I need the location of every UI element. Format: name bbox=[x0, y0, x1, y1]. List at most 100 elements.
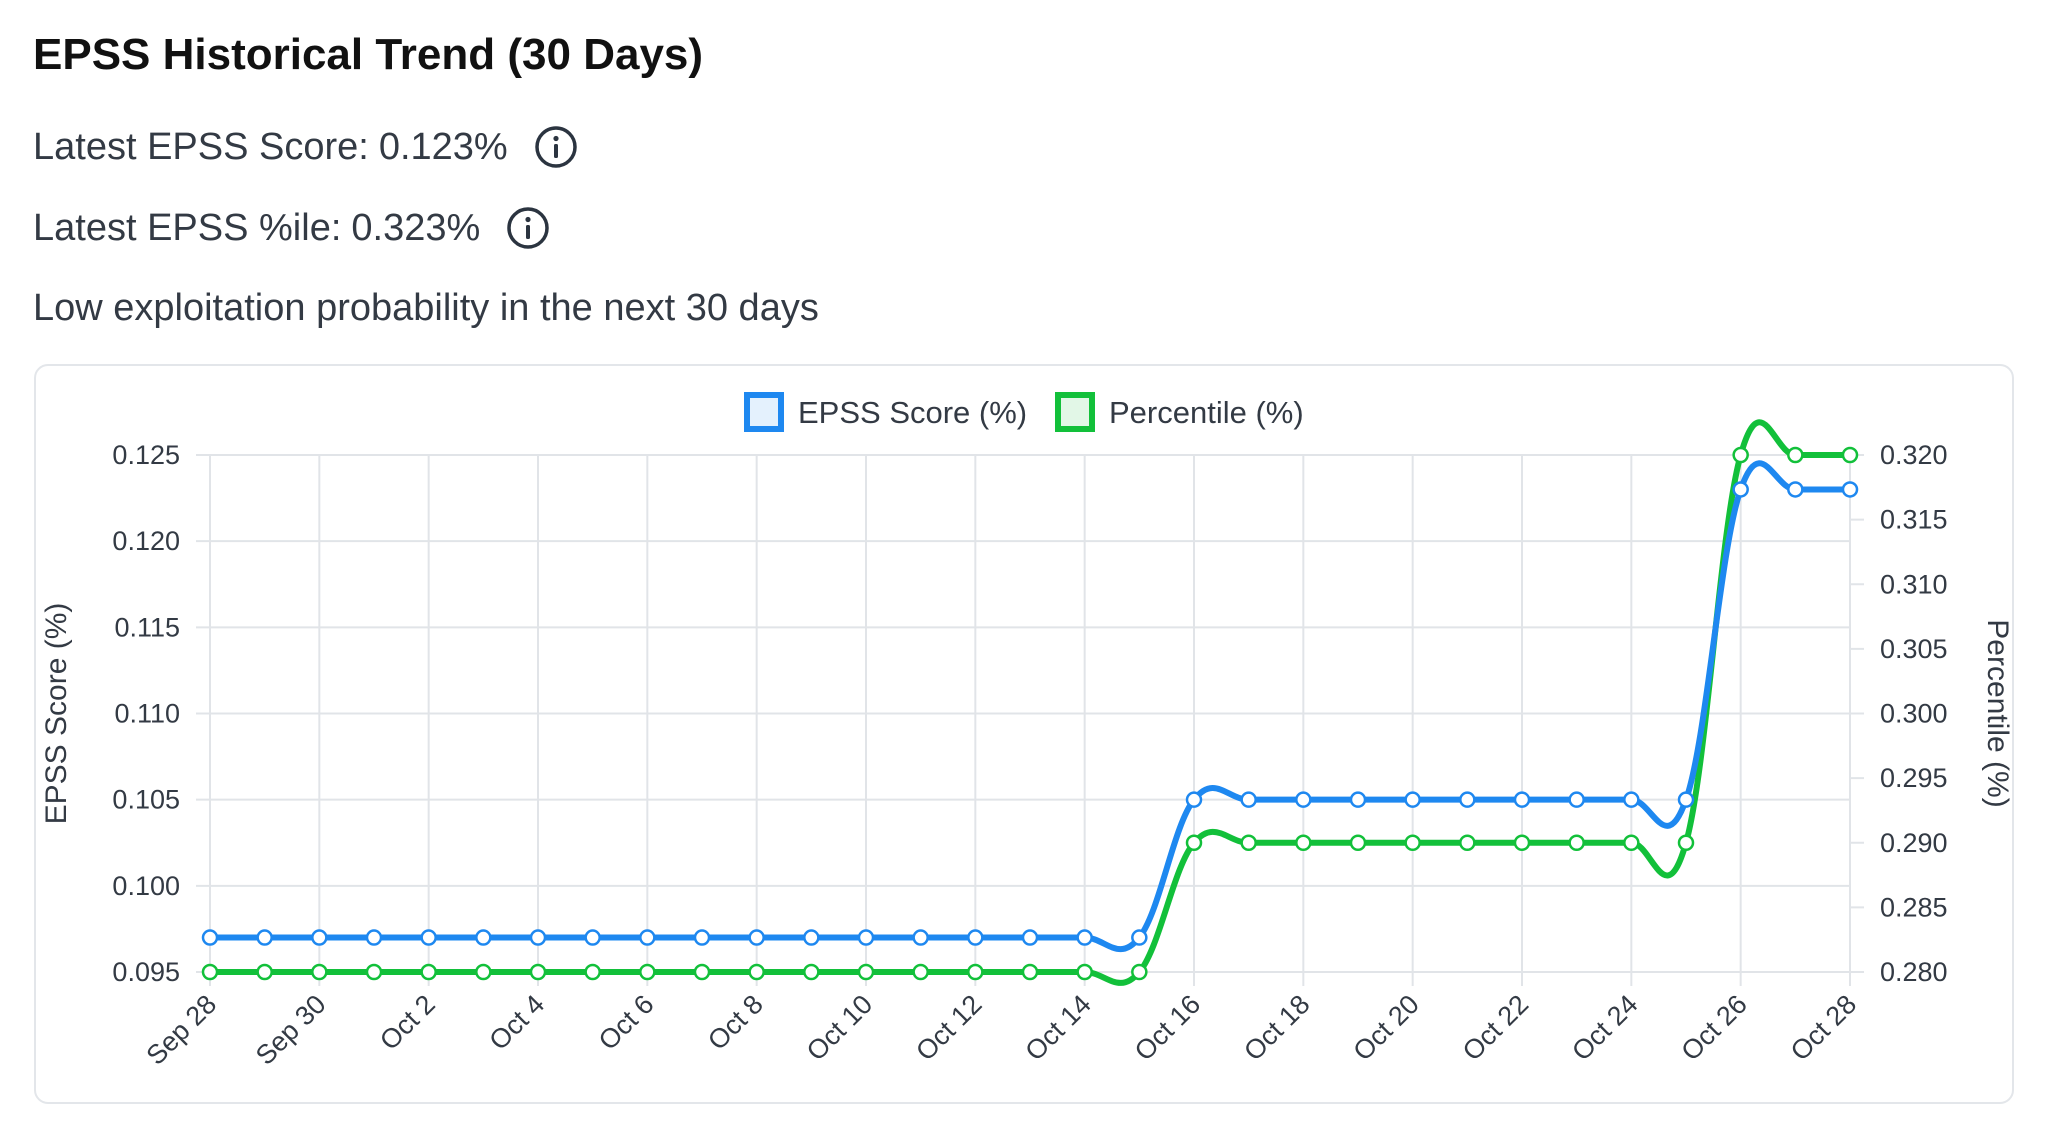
data-point bbox=[1021, 963, 1039, 981]
data-point bbox=[1459, 791, 1476, 808]
y-right-tick-label: 0.315 bbox=[1880, 505, 1948, 535]
y-left-tick-label: 0.110 bbox=[114, 699, 180, 729]
data-point bbox=[1076, 963, 1093, 981]
x-tick-label: Oct 8 bbox=[702, 989, 769, 1056]
data-point bbox=[475, 963, 492, 981]
exploitation-description: Low exploitation probability in the next… bbox=[33, 287, 819, 329]
data-point bbox=[1240, 791, 1257, 808]
data-point bbox=[1787, 481, 1804, 498]
data-point bbox=[803, 963, 820, 981]
data-point bbox=[748, 963, 765, 981]
info-circle-icon[interactable] bbox=[534, 125, 578, 169]
y-right-tick-label: 0.285 bbox=[1880, 892, 1948, 922]
x-tick-label: Oct 4 bbox=[483, 989, 550, 1056]
data-point bbox=[1732, 446, 1749, 464]
data-point bbox=[748, 929, 765, 946]
data-point bbox=[1185, 834, 1203, 851]
data-point bbox=[529, 929, 547, 946]
x-tick-label: Oct 2 bbox=[374, 989, 441, 1056]
data-point bbox=[420, 963, 437, 981]
data-point bbox=[1295, 834, 1312, 851]
x-tick-label: Oct 12 bbox=[910, 989, 987, 1066]
y-left-tick-label: 0.125 bbox=[112, 440, 180, 470]
data-point bbox=[857, 963, 875, 981]
data-point bbox=[1677, 791, 1695, 808]
data-point bbox=[201, 963, 219, 981]
data-point bbox=[857, 929, 875, 946]
latest-score-label: Latest EPSS Score: bbox=[33, 125, 369, 168]
data-point bbox=[420, 929, 437, 946]
y-left-axis-title: EPSS Score (%) bbox=[40, 603, 73, 825]
x-tick-label: Oct 22 bbox=[1457, 989, 1534, 1066]
data-point bbox=[639, 963, 656, 981]
data-point bbox=[803, 929, 820, 946]
y-right-tick-label: 0.290 bbox=[1880, 828, 1948, 858]
y-right-tick-label: 0.320 bbox=[1880, 440, 1948, 470]
data-point bbox=[256, 929, 273, 946]
x-tick-label: Oct 6 bbox=[593, 989, 660, 1056]
latest-percentile-row: Latest EPSS %ile: 0.323% bbox=[33, 206, 550, 250]
data-point bbox=[1841, 481, 1859, 498]
data-point bbox=[639, 929, 656, 946]
y-right-axis-title: Percentile (%) bbox=[1981, 619, 2014, 807]
data-point bbox=[1349, 791, 1367, 808]
latest-percentile-label: Latest EPSS %ile: bbox=[33, 206, 342, 249]
data-point bbox=[529, 963, 547, 981]
data-point bbox=[256, 963, 273, 981]
data-point bbox=[1240, 834, 1257, 851]
x-tick-label: Oct 26 bbox=[1675, 989, 1752, 1066]
data-point bbox=[1131, 963, 1148, 981]
data-point bbox=[912, 929, 929, 946]
x-tick-label: Oct 10 bbox=[801, 989, 878, 1066]
data-point bbox=[311, 929, 328, 946]
data-point bbox=[1295, 791, 1312, 808]
data-point bbox=[693, 929, 711, 946]
data-point bbox=[475, 929, 492, 946]
x-tick-label: Sep 30 bbox=[250, 989, 332, 1071]
data-point bbox=[584, 963, 601, 981]
y-left-tick-label: 0.105 bbox=[112, 785, 180, 815]
data-point bbox=[365, 963, 383, 981]
y-left-tick-label: 0.115 bbox=[114, 612, 180, 642]
info-circle-icon[interactable] bbox=[506, 206, 550, 250]
y-right-tick-label: 0.305 bbox=[1880, 634, 1948, 664]
data-point bbox=[967, 963, 984, 981]
data-point bbox=[1076, 929, 1093, 946]
data-point bbox=[1021, 929, 1039, 946]
y-left-tick-label: 0.100 bbox=[112, 871, 180, 901]
data-point bbox=[1841, 446, 1859, 464]
data-point bbox=[1349, 834, 1367, 851]
chart-card bbox=[34, 364, 2014, 1104]
y-right-tick-label: 0.280 bbox=[1880, 957, 1948, 987]
legend-label: EPSS Score (%) bbox=[798, 395, 1027, 430]
data-point bbox=[311, 963, 328, 981]
x-tick-label: Oct 20 bbox=[1347, 989, 1424, 1066]
x-tick-label: Oct 14 bbox=[1019, 989, 1096, 1066]
data-point bbox=[1404, 791, 1421, 808]
data-point bbox=[201, 929, 219, 946]
legend-label: Percentile (%) bbox=[1109, 395, 1304, 430]
data-point bbox=[1787, 446, 1804, 464]
y-right-tick-label: 0.295 bbox=[1880, 763, 1948, 793]
latest-score-row: Latest EPSS Score: 0.123% bbox=[33, 125, 578, 169]
data-point bbox=[584, 929, 601, 946]
data-point bbox=[1131, 929, 1148, 946]
data-point bbox=[912, 963, 929, 981]
y-left-tick-label: 0.095 bbox=[112, 957, 180, 987]
legend-swatch bbox=[744, 392, 784, 432]
data-point bbox=[1185, 791, 1203, 808]
data-point bbox=[1513, 791, 1531, 808]
data-point bbox=[1404, 834, 1421, 851]
data-point bbox=[1513, 834, 1531, 851]
data-point bbox=[1677, 834, 1695, 851]
page-title: EPSS Historical Trend (30 Days) bbox=[33, 30, 704, 79]
latest-score-value: 0.123% bbox=[378, 125, 508, 168]
series-line bbox=[207, 419, 1853, 986]
x-tick-label: Oct 28 bbox=[1785, 989, 1862, 1066]
legend-swatch bbox=[1055, 392, 1095, 432]
data-point bbox=[1459, 834, 1476, 851]
data-point bbox=[1568, 791, 1585, 808]
y-right-tick-label: 0.310 bbox=[1880, 569, 1948, 599]
